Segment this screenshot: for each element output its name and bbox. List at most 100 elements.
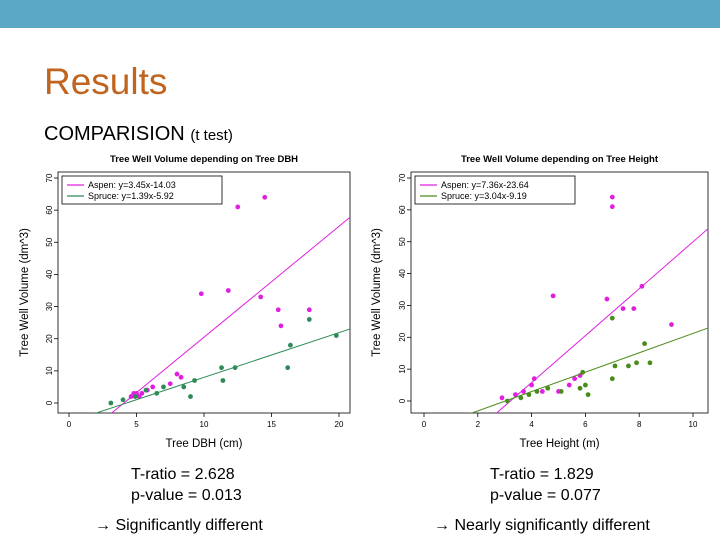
chart0-y-tick-label: 0	[45, 400, 54, 405]
chart0-data-point-1	[288, 342, 293, 348]
chart1-data-point-1	[626, 363, 631, 369]
chart0-data-point-0	[262, 194, 268, 200]
chart1-data-point-1	[634, 360, 639, 366]
chart1-x-axis-label: Tree Height (m)	[519, 438, 599, 450]
chart0-data-point-0	[278, 323, 284, 329]
chart1-data-point-0	[572, 376, 578, 382]
arrow-icon: →	[434, 517, 450, 534]
chart0-y-axis-label: Tree Well Volume (dm^3)	[19, 228, 31, 357]
chart1-data-point-1	[612, 363, 618, 369]
chart1-data-point-1	[504, 398, 510, 404]
stats-dbh: T-ratio = 2.628 p-value = 0.013	[131, 464, 242, 506]
chart0-data-point-0	[235, 204, 241, 210]
chart0-legend-entry-0: Aspen: y=3.45x-14.03	[88, 180, 176, 190]
chart0-y-tick-label: 60	[45, 205, 54, 214]
slide-title: Results	[44, 61, 168, 102]
chart0-data-point-0	[225, 288, 231, 293]
slide-subtitle: COMPARISION (t test)	[44, 121, 233, 149]
chart0-regression-line-1	[94, 328, 350, 413]
chart0-y-tick-label: 20	[45, 334, 54, 343]
chart0-data-point-1	[161, 384, 166, 390]
chart0-x-tick-label: 10	[200, 420, 209, 429]
chart0-x-tick-label: 0	[67, 420, 72, 429]
chart1-y-tick-label: 70	[398, 173, 407, 182]
subtitle-main: COMPARISION	[44, 123, 185, 145]
conclusion-height-text: Nearly significantly different	[454, 517, 650, 534]
conclusion-dbh: → Significantly different	[95, 515, 263, 536]
chart1-plot-frame	[410, 171, 709, 414]
chart1-data-point-0	[550, 293, 556, 299]
chart1-y-axis-label: Tree Well Volume (dm^3)	[371, 228, 383, 357]
chart1-data-point-1	[558, 389, 564, 394]
chart1-data-point-1	[580, 369, 586, 375]
chart1-y-tick-label: 0	[398, 398, 407, 403]
chart0-data-point-1	[219, 365, 224, 371]
chart0-data-point-1	[188, 394, 193, 399]
chart1-data-point-0	[639, 283, 645, 289]
chart0-data-point-0	[128, 394, 134, 399]
chart1-legend-box	[414, 175, 576, 205]
chart1-data-point-1	[583, 382, 588, 388]
chart1-x-tick-label: 6	[583, 420, 588, 429]
chart1-data-point-1	[647, 360, 653, 366]
chart1-data-point-0	[631, 306, 637, 312]
chart1-y-tick-label: 10	[398, 364, 407, 373]
conclusion-dbh-text: Significantly different	[115, 517, 263, 534]
chart0-data-point-1	[232, 365, 238, 371]
chart1-data-point-0	[539, 389, 545, 394]
t-ratio-dbh: T-ratio = 2.628	[131, 466, 235, 483]
chart0-data-point-0	[198, 291, 204, 297]
chart0-data-point-0	[167, 381, 173, 387]
chart1-data-point-0	[513, 392, 518, 398]
chart0-data-point-0	[275, 307, 281, 313]
chart0-data-point-0	[178, 374, 184, 380]
chart0-data-point-1	[220, 378, 226, 383]
chart1-data-point-1	[526, 392, 532, 398]
chart1-data-point-1	[609, 376, 615, 382]
chart0-data-point-1	[154, 390, 160, 396]
chart1-data-point-1	[577, 385, 583, 391]
subtitle-small: (t test)	[190, 127, 233, 144]
chart1-legend-entry-0: Aspen: y=7.36x-23.64	[441, 180, 529, 190]
chart1-data-point-1	[545, 385, 551, 391]
chart0-legend-box	[61, 175, 223, 205]
chart0-data-point-1	[333, 333, 339, 338]
chart0-x-tick-label: 5	[134, 420, 139, 429]
chart1-y-tick-label: 60	[398, 205, 407, 214]
chart0-x-axis-label: Tree DBH (cm)	[166, 438, 243, 450]
chart1-data-point-1	[609, 315, 615, 321]
chart1-data-point-1	[585, 392, 591, 398]
chart1-x-tick-label: 4	[529, 420, 534, 429]
chart1-x-tick-label: 8	[637, 420, 642, 429]
chart1-y-tick-label: 50	[398, 237, 407, 246]
chart0-title: Tree Well Volume depending on Tree DBH	[110, 154, 298, 165]
top-accent-bar	[0, 0, 720, 28]
conclusion-height: → Nearly significantly different	[434, 515, 650, 536]
chart0-data-point-0	[174, 371, 180, 377]
chart0-y-tick-label: 50	[45, 237, 54, 246]
chart1-data-point-0	[529, 382, 534, 388]
p-value-height: p-value = 0.077	[490, 487, 601, 504]
p-value-dbh: p-value = 0.013	[131, 487, 242, 504]
chart1-x-tick-label: 10	[689, 420, 698, 429]
chart1-x-tick-label: 0	[422, 420, 427, 429]
chart1-data-point-1	[518, 395, 524, 401]
chart1-data-point-0	[499, 395, 505, 401]
chart0-data-point-1	[120, 397, 126, 403]
chart0-y-tick-label: 70	[45, 173, 54, 182]
chart0-data-point-1	[306, 317, 312, 322]
chart1-data-point-0	[604, 296, 610, 302]
chart1-data-point-0	[609, 204, 615, 210]
chart1-y-tick-label: 30	[398, 300, 407, 309]
chart0-y-tick-label: 10	[45, 366, 54, 375]
t-ratio-height: T-ratio = 1.829	[490, 466, 594, 483]
chart0-y-tick-label: 30	[45, 302, 54, 311]
chart-volume-vs-height: Tree Well Volume depending on Tree Heigh…	[371, 154, 709, 450]
chart1-y-tick-label: 20	[398, 332, 407, 341]
chart1-legend-entry-1: Spruce: y=3.04x-9.19	[441, 191, 527, 201]
arrow-icon: →	[95, 517, 111, 534]
chart-volume-vs-dbh: Tree Well Volume depending on Tree DBH 0 5…	[19, 154, 351, 450]
chart0-legend-entry-1: Spruce: y=1.39x-5.92	[88, 191, 174, 201]
chart1-data-point-1	[534, 389, 540, 394]
chart1-data-point-0	[620, 306, 626, 312]
